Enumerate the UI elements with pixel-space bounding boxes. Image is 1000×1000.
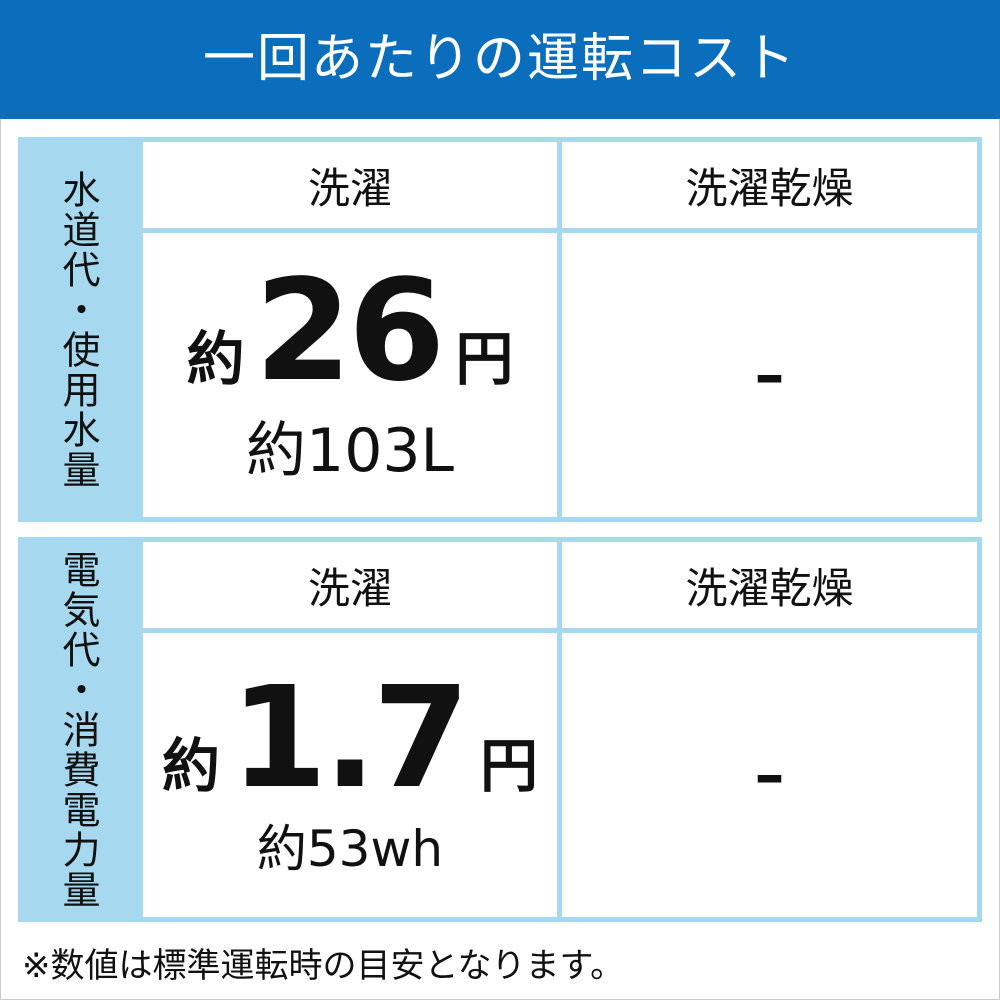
column-header-wash: 洗濯 — [143, 542, 557, 628]
wash-dry-value: – — [562, 633, 977, 917]
unit: 円 — [455, 324, 514, 393]
column-header-wash-dry: 洗濯乾燥 — [562, 542, 977, 628]
water-usage: 約103L — [246, 415, 454, 486]
wash-dry-value: – — [562, 233, 977, 517]
column-header-wash-dry: 洗濯乾燥 — [562, 142, 977, 228]
water-cost-section: 水道代・使用水量 洗濯 洗濯乾燥 約 26 円 約103L – — [18, 137, 982, 522]
power-usage: 約53wh — [256, 820, 444, 878]
wash-value-cell: 約 1.7 円 約53wh — [143, 633, 557, 917]
section-label: 水道代・使用水量 — [56, 169, 100, 490]
section-label: 電気代・消費電力量 — [56, 549, 100, 910]
cost-value: 1.7 — [229, 657, 470, 820]
page-title: 一回あたりの運転コスト — [0, 0, 1000, 119]
wash-value-cell: 約 26 円 約103L — [143, 233, 557, 517]
cost-value: 26 — [254, 249, 446, 413]
footnote: ※数値は標準運転時の目安となります。 — [22, 946, 625, 986]
electricity-cost-section: 電気代・消費電力量 洗濯 洗濯乾燥 約 1.7 円 約53wh – — [18, 537, 982, 922]
prefix: 約 — [186, 324, 245, 393]
prefix: 約 — [161, 732, 220, 800]
column-header-wash: 洗濯 — [143, 142, 557, 228]
unit: 円 — [480, 732, 539, 800]
